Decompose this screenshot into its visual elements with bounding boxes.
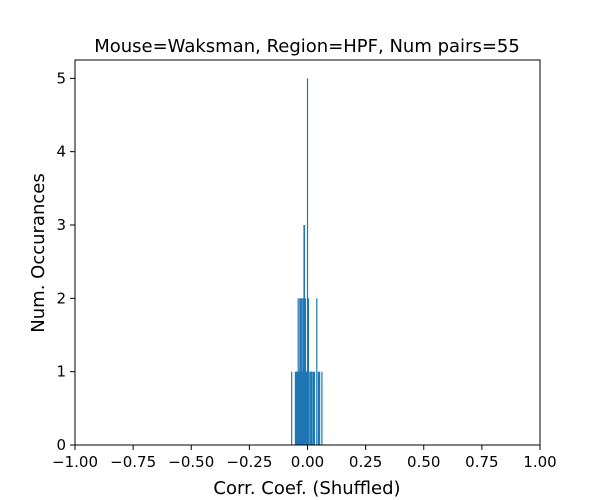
y-tick-label: 5 [56, 69, 66, 87]
histogram-bar [310, 371, 312, 445]
x-tick-label: 1.00 [523, 453, 556, 471]
histogram-bar [316, 298, 318, 445]
x-tick-label: −0.25 [226, 453, 272, 471]
y-tick-label: 2 [56, 289, 66, 307]
x-tick-label: 0.25 [349, 453, 382, 471]
histogram-bar [306, 371, 308, 445]
y-axis-ticks: 0 1 2 3 4 5 [56, 69, 75, 454]
histogram-bar [305, 371, 307, 445]
x-tick-label: 0.50 [407, 453, 440, 471]
x-tick-label: −0.75 [110, 453, 156, 471]
histogram-bar [303, 225, 306, 445]
x-axis-label: Corr. Coef. (Shuffled) [213, 478, 400, 499]
histogram-bar [306, 78, 309, 445]
histogram-bar [296, 371, 298, 445]
x-axis-ticks: −1.00 −0.75 −0.50 −0.25 0.00 0.25 0.50 0.75 1.00 [52, 445, 557, 471]
x-tick-label: −0.50 [168, 453, 214, 471]
chart-title: Mouse=Waksman, Region=HPF, Num pairs=55 [94, 36, 520, 57]
histogram-bar [294, 371, 297, 445]
y-tick-label: 4 [56, 143, 66, 161]
y-tick-label: 3 [56, 216, 66, 234]
y-axis-label: Num. Occurances [28, 173, 49, 332]
histogram-bar [317, 371, 320, 445]
histogram-bar [291, 371, 293, 445]
histogram-bar [318, 371, 321, 445]
y-tick-label: 1 [56, 363, 66, 381]
x-tick-label: 0.75 [465, 453, 498, 471]
histogram-bar [307, 298, 310, 445]
histogram-bar [313, 371, 316, 445]
histogram-bar [312, 371, 315, 445]
histogram-bar [309, 371, 311, 445]
x-tick-label: −1.00 [52, 453, 98, 471]
histogram-bar [304, 298, 307, 445]
y-tick-label: 0 [56, 436, 66, 454]
histogram-bar [321, 371, 323, 445]
bars-group [291, 78, 323, 445]
x-tick-label: 0.00 [291, 453, 324, 471]
histogram-bar [298, 371, 300, 445]
histogram-bar [311, 371, 313, 445]
